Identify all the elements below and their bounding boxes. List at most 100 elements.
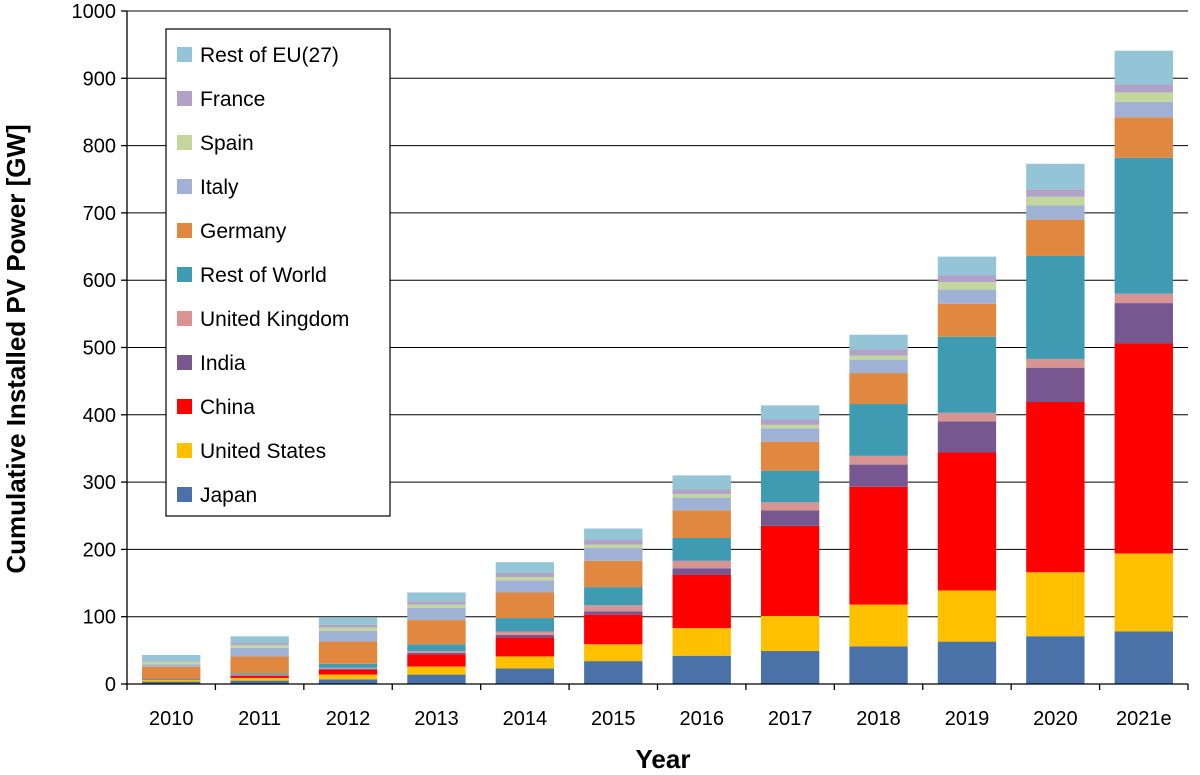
bar-spain-2018 xyxy=(849,355,908,360)
bar-rest-of-world-2012 xyxy=(318,663,378,668)
y-tick-label: 900 xyxy=(83,68,116,90)
bar-japan-2012 xyxy=(318,679,378,684)
bar-india-2016 xyxy=(672,568,731,575)
bar-china-2019 xyxy=(937,452,997,591)
bar-rest-of-eu-27-2019 xyxy=(937,256,997,276)
bar-united-states-2016 xyxy=(672,628,731,656)
legend-label-italy: Italy xyxy=(200,176,239,199)
bar-germany-2016 xyxy=(672,510,731,538)
x-tick-label: 2018 xyxy=(856,708,901,730)
bar-germany-2010 xyxy=(142,666,201,679)
bar-france-2015 xyxy=(584,539,643,545)
bar-rest-of-world-2014 xyxy=(495,618,555,632)
bar-rest-of-world-2020 xyxy=(1026,255,1085,359)
bar-france-2019 xyxy=(937,275,997,283)
bar-united-kingdom-2019 xyxy=(937,412,997,422)
legend-swatch-india xyxy=(177,355,192,370)
bar-italy-2021e xyxy=(1114,101,1173,118)
bars xyxy=(142,50,1173,684)
bar-united-kingdom-2021e xyxy=(1114,293,1173,304)
bar-rest-of-world-2018 xyxy=(849,404,908,456)
bar-rest-of-world-2017 xyxy=(760,470,820,503)
x-tick-labels: 2010 2011 2012 2013 2014 2015 2016 2017 2018 2019… xyxy=(149,708,1172,730)
bar-rest-of-eu-27-2018 xyxy=(849,334,908,350)
y-tick-label: 1000 xyxy=(72,1,117,23)
legend-label-spain: Spain xyxy=(200,132,254,155)
bar-united-states-2015 xyxy=(584,644,643,662)
legend-swatch-spain xyxy=(177,135,192,150)
bar-china-2010 xyxy=(142,679,201,680)
bar-japan-2019 xyxy=(937,641,997,684)
bar-italy-2013 xyxy=(407,607,466,621)
legend-label-japan: Japan xyxy=(200,484,257,507)
bar-spain-2013 xyxy=(407,604,466,608)
bar-germany-2011 xyxy=(230,656,289,674)
bar-rest-of-eu-27-2020 xyxy=(1026,163,1085,190)
bar-japan-2010 xyxy=(142,681,201,684)
y-tick-label: 100 xyxy=(83,607,116,629)
bar-france-2017 xyxy=(760,419,820,425)
bar-france-2014 xyxy=(495,572,555,577)
bar-spain-2019 xyxy=(937,282,997,290)
bar-rest-of-eu-27-2017 xyxy=(760,405,820,420)
bar-italy-2018 xyxy=(849,359,908,374)
bar-japan-2018 xyxy=(849,646,908,684)
bar-spain-2014 xyxy=(495,576,555,581)
y-tick-label: 400 xyxy=(83,405,116,427)
bar-rest-of-eu-27-2011 xyxy=(230,636,289,644)
x-tick-label: 2012 xyxy=(326,708,371,730)
bar-united-states-2021e xyxy=(1114,553,1173,632)
bar-italy-2011 xyxy=(230,647,289,657)
x-tick-label: 2015 xyxy=(591,708,636,730)
legend-swatch-rest-of-eu-27 xyxy=(177,47,192,62)
bar-united-kingdom-2017 xyxy=(760,502,820,511)
bar-china-2016 xyxy=(672,574,731,629)
bar-japan-2016 xyxy=(672,655,731,684)
bar-united-kingdom-2011 xyxy=(230,674,289,676)
bar-spain-2020 xyxy=(1026,196,1085,206)
bar-rest-of-eu-27-2012 xyxy=(318,617,378,625)
legend-swatch-rest-of-world xyxy=(177,267,192,282)
bar-germany-2019 xyxy=(937,303,997,337)
legend-swatch-germany xyxy=(177,223,192,238)
bar-rest-of-eu-27-2016 xyxy=(672,475,731,490)
bar-china-2012 xyxy=(318,669,378,675)
bar-rest-of-world-2015 xyxy=(584,587,643,606)
bar-china-2018 xyxy=(849,486,908,605)
bar-germany-2015 xyxy=(584,560,643,588)
bar-france-2013 xyxy=(407,601,466,605)
y-tick-label: 700 xyxy=(83,203,116,225)
x-tick-label: 2016 xyxy=(679,708,724,730)
legend-label-rest-of-eu-27: Rest of EU(27) xyxy=(200,44,339,67)
bar-united-kingdom-2012 xyxy=(318,667,378,669)
bar-france-2018 xyxy=(849,349,908,356)
bar-spain-2017 xyxy=(760,424,820,429)
bar-india-2018 xyxy=(849,464,908,487)
bar-spain-2011 xyxy=(230,645,289,648)
bar-japan-2011 xyxy=(230,680,289,684)
bar-united-states-2018 xyxy=(849,604,908,647)
bar-china-2015 xyxy=(584,614,643,645)
bar-germany-2017 xyxy=(760,441,820,471)
y-tick-label: 0 xyxy=(105,674,116,696)
bar-spain-2010 xyxy=(142,661,201,665)
bar-china-2014 xyxy=(495,637,555,657)
bar-united-states-2019 xyxy=(937,590,997,642)
bar-france-2016 xyxy=(672,489,731,495)
y-tick-label: 500 xyxy=(83,338,116,360)
bar-italy-2010 xyxy=(142,664,201,667)
bar-spain-2016 xyxy=(672,494,731,498)
bar-united-kingdom-2013 xyxy=(407,651,466,653)
bar-united-states-2013 xyxy=(407,666,466,675)
legend-swatch-france xyxy=(177,91,192,106)
y-tick-labels: 0 100 200 300 400 500 600 700 800 900 1000 xyxy=(72,1,117,696)
bar-france-2012 xyxy=(318,624,378,628)
bar-india-2012 xyxy=(318,668,378,670)
legend-swatch-united-states xyxy=(177,443,192,458)
bar-united-kingdom-2018 xyxy=(849,455,908,465)
axes xyxy=(121,10,1189,690)
bar-china-2017 xyxy=(760,525,820,617)
bar-italy-2012 xyxy=(318,630,378,642)
legend-box xyxy=(165,28,391,517)
